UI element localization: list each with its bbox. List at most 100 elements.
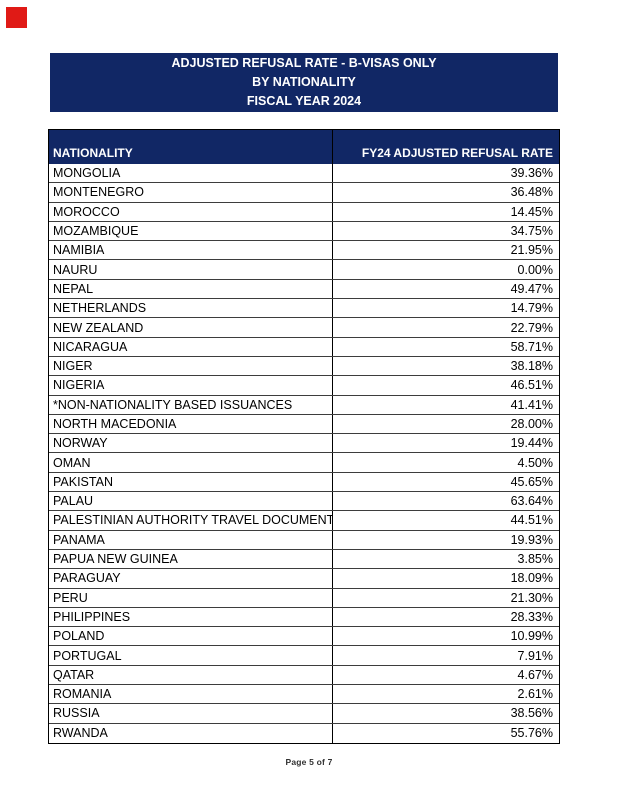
refusal-rate-cell: 2.61% <box>517 687 553 702</box>
table-row: MONGOLIA 39.36% <box>49 164 559 184</box>
refusal-rate-cell: 38.56% <box>510 706 553 721</box>
refusal-rate-cell: 14.79% <box>510 301 553 316</box>
refusal-rate-cell: 18.09% <box>510 571 553 586</box>
nationality-cell: NETHERLANDS <box>49 299 333 318</box>
refusal-rate-cell: 19.93% <box>510 532 553 547</box>
nationality-cell: RWANDA <box>49 723 333 743</box>
nationality-cell: ROMANIA <box>49 685 333 704</box>
nationality-cell: NICARAGUA <box>49 337 333 356</box>
refusal-rate-cell: 45.65% <box>510 474 553 489</box>
refusal-rate-cell: 19.44% <box>510 436 553 451</box>
nationality-cell: PERU <box>49 588 333 607</box>
refusal-rate-cell: 63.64% <box>510 494 553 509</box>
page-number: Page 5 of 7 <box>285 757 333 767</box>
red-corner-marker <box>6 7 27 28</box>
refusal-rate-cell: 22.79% <box>510 320 553 335</box>
column-header-refusal-rate: FY24 ADJUSTED REFUSAL RATE <box>361 146 553 160</box>
refusal-rate-cell: 58.71% <box>510 339 553 354</box>
refusal-rate-cell: 21.30% <box>510 590 553 605</box>
report-title-line-2: BY NATIONALITY <box>252 75 356 89</box>
table-row: ROMANIA 2.61% <box>49 685 559 705</box>
refusal-rate-cell: 10.99% <box>510 629 553 644</box>
refusal-rate-cell: 36.48% <box>510 185 553 200</box>
refusal-rate-cell: 46.51% <box>510 378 553 393</box>
table-row: RWANDA 55.76% <box>49 723 559 743</box>
table-row: *NON-NATIONALITY BASED ISSUANCES 41.41% <box>49 395 559 415</box>
table-row: MONTENEGRO 36.48% <box>49 183 559 203</box>
nationality-cell: QATAR <box>49 665 333 685</box>
table-row: PALESTINIAN AUTHORITY TRAVEL DOCUMENT 44.… <box>49 511 559 531</box>
column-header-nationality: NATIONALITY <box>49 130 333 164</box>
refusal-rate-cell: 28.33% <box>510 609 553 624</box>
nationality-cell: NAMIBIA <box>49 241 333 260</box>
nationality-cell: PAPUA NEW GUINEA <box>49 549 333 569</box>
nationality-cell: RUSSIA <box>49 704 333 723</box>
table-row: PARAGUAY 18.09% <box>49 569 559 589</box>
table-row: NAURU 0.00% <box>49 260 559 280</box>
refusal-rate-cell: 39.36% <box>510 166 553 181</box>
table-row: PERU 21.30% <box>49 588 559 608</box>
report-title-block: ADJUSTED REFUSAL RATE - B-VISAS ONLY BY … <box>50 53 558 112</box>
refusal-rate-cell: 44.51% <box>510 513 553 528</box>
nationality-cell: OMAN <box>49 453 333 472</box>
table-row: PORTUGAL 7.91% <box>49 646 559 666</box>
report-title-line-1: ADJUSTED REFUSAL RATE - B-VISAS ONLY <box>171 56 437 70</box>
nationality-cell: MONGOLIA <box>49 164 333 183</box>
table-row: PAPUA NEW GUINEA 3.85% <box>49 549 559 570</box>
table-row: NEPAL 49.47% <box>49 279 559 300</box>
table-body: MONGOLIA 39.36% MONTENEGRO 36.48% MOROCCO 14.… <box>49 164 559 743</box>
refusal-rate-cell: 41.41% <box>510 397 553 412</box>
nationality-cell: PORTUGAL <box>49 646 333 665</box>
refusal-rate-cell: 28.00% <box>510 417 553 431</box>
table-row: NIGERIA 46.51% <box>49 376 559 396</box>
nationality-cell: NORWAY <box>49 434 333 453</box>
table-row: NORWAY 19.44% <box>49 434 559 454</box>
table-row: PAKISTAN 45.65% <box>49 472 559 493</box>
nationality-cell: NORTH MACEDONIA <box>49 414 333 434</box>
nationality-cell: PANAMA <box>49 530 333 549</box>
nationality-cell: MOZAMBIQUE <box>49 221 333 241</box>
table-row: PANAMA 19.93% <box>49 530 559 550</box>
nationality-cell: POLAND <box>49 627 333 646</box>
nationality-cell: *NON-NATIONALITY BASED ISSUANCES <box>49 395 333 414</box>
table-row: PHILIPPINES 28.33% <box>49 607 559 628</box>
nationality-cell: MONTENEGRO <box>49 183 333 202</box>
report-title-line-3: FISCAL YEAR 2024 <box>246 94 362 108</box>
table-row: NAMIBIA 21.95% <box>49 241 559 261</box>
table-row: RUSSIA 38.56% <box>49 704 559 724</box>
table-row: POLAND 10.99% <box>49 627 559 647</box>
nationality-cell: PAKISTAN <box>49 472 333 492</box>
table-row: NEW ZEALAND 22.79% <box>49 318 559 338</box>
table-row: MOZAMBIQUE 34.75% <box>49 221 559 242</box>
table-row: OMAN 4.50% <box>49 453 559 473</box>
refusal-rate-cell: 4.50% <box>517 455 553 470</box>
table-row: NICARAGUA 58.71% <box>49 337 559 357</box>
nationality-cell: NIGERIA <box>49 376 333 395</box>
table-row: QATAR 4.67% <box>49 665 559 686</box>
nationality-cell: NEW ZEALAND <box>49 318 333 337</box>
nationality-cell: PARAGUAY <box>49 569 333 588</box>
refusal-rate-cell: 38.18% <box>510 359 553 374</box>
refusal-rate-cell: 3.85% <box>517 552 553 567</box>
nationality-cell: PALAU <box>49 492 333 511</box>
table-row: NIGER 38.18% <box>49 356 559 377</box>
nationality-cell: NEPAL <box>49 279 333 299</box>
nationality-cell: MOROCCO <box>49 202 333 221</box>
nationality-cell: NAURU <box>49 260 333 279</box>
refusal-rate-cell: 14.45% <box>510 204 553 219</box>
refusal-rate-cell: 0.00% <box>517 262 553 277</box>
refusal-rate-table: NATIONALITY FY24 ADJUSTED REFUSAL RATE M… <box>48 129 560 744</box>
nationality-cell: NIGER <box>49 356 333 376</box>
refusal-rate-cell: 49.47% <box>510 281 553 296</box>
refusal-rate-cell: 7.91% <box>517 648 553 663</box>
table-row: NETHERLANDS 14.79% <box>49 299 559 319</box>
refusal-rate-cell: 4.67% <box>517 667 553 682</box>
table-row: PALAU 63.64% <box>49 492 559 512</box>
nationality-cell: PALESTINIAN AUTHORITY TRAVEL DOCUMENT <box>49 511 333 530</box>
refusal-rate-cell: 21.95% <box>510 243 553 258</box>
refusal-rate-cell: 55.76% <box>510 726 553 741</box>
nationality-cell: PHILIPPINES <box>49 607 333 627</box>
table-row: NORTH MACEDONIA 28.00% <box>49 414 559 435</box>
refusal-rate-cell: 34.75% <box>510 224 553 239</box>
